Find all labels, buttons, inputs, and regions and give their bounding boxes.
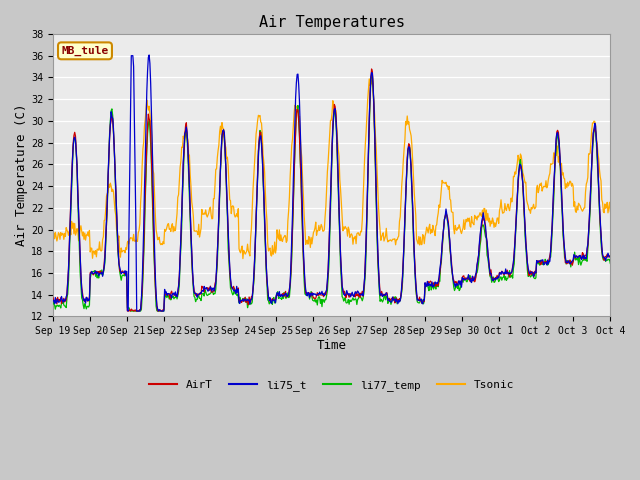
Text: MB_tule: MB_tule: [61, 46, 109, 56]
X-axis label: Time: Time: [317, 339, 347, 352]
Title: Air Temperatures: Air Temperatures: [259, 15, 404, 30]
Legend: AirT, li75_t, li77_temp, Tsonic: AirT, li75_t, li77_temp, Tsonic: [145, 376, 519, 396]
Y-axis label: Air Temperature (C): Air Temperature (C): [15, 104, 28, 246]
